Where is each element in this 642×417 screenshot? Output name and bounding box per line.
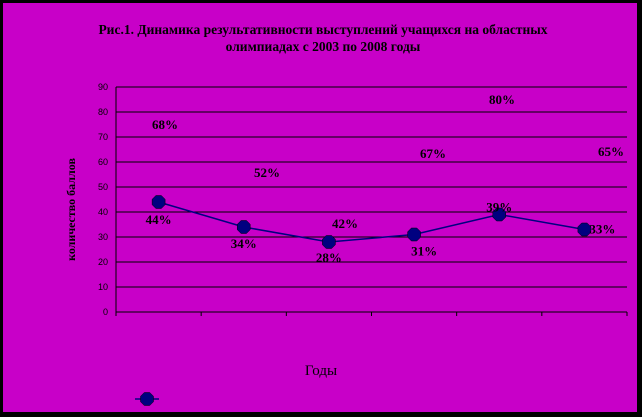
- chart-title: Рис.1. Динамика результативности выступл…: [43, 21, 603, 55]
- chart-title-line-2: олимпиадах с 2003 по 2008 годы: [225, 39, 421, 54]
- y-tick-label-60: 60: [98, 157, 108, 167]
- y-tick-label-20: 20: [98, 257, 108, 267]
- data-label-5: 33%: [589, 222, 615, 237]
- annotation-label-4: 80%: [489, 92, 515, 107]
- data-point-3: [407, 227, 421, 242]
- data-point-0: [151, 195, 166, 209]
- data-point-5: [577, 222, 592, 237]
- annotation-label-3: 67%: [420, 146, 446, 161]
- data-point-2: [322, 235, 336, 249]
- annotation-label-0: 68%: [152, 117, 178, 132]
- data-label-1: 34%: [231, 236, 257, 251]
- chart-title-line-1: Рис.1. Динамика результативности выступл…: [98, 22, 548, 37]
- y-tick-label-0: 0: [103, 307, 108, 317]
- line-chart: 0 10 20 30 40 50 60 70 80 90 количество баллов 44% 3…: [64, 82, 628, 406]
- y-tick-label-50: 50: [98, 182, 108, 192]
- annotation-label-5: 65%: [598, 144, 624, 159]
- y-tick-label-30: 30: [98, 232, 108, 242]
- data-point-1: [237, 220, 251, 234]
- annotation-label-2: 42%: [332, 216, 358, 231]
- series-line: [158, 201, 585, 243]
- chart-frame: Рис.1. Динамика результативности выступл…: [2, 2, 638, 413]
- y-tick-label-80: 80: [98, 107, 108, 117]
- y-tick-label-90: 90: [98, 82, 108, 92]
- y-tick-label-40: 40: [98, 207, 108, 217]
- legend-marker-icon: [140, 392, 154, 406]
- annotation-label-1: 52%: [254, 165, 280, 180]
- data-label-0: 44%: [146, 212, 172, 227]
- x-axis-label: Годы: [304, 363, 338, 379]
- data-point-4: [492, 207, 506, 222]
- y-tick-label-70: 70: [98, 132, 108, 142]
- data-label-4: 39%: [486, 200, 512, 215]
- data-label-3: 31%: [411, 244, 437, 259]
- data-label-2: 28%: [316, 250, 342, 265]
- y-tick-label-10: 10: [98, 282, 108, 292]
- y-axis-label: количество баллов: [64, 158, 78, 261]
